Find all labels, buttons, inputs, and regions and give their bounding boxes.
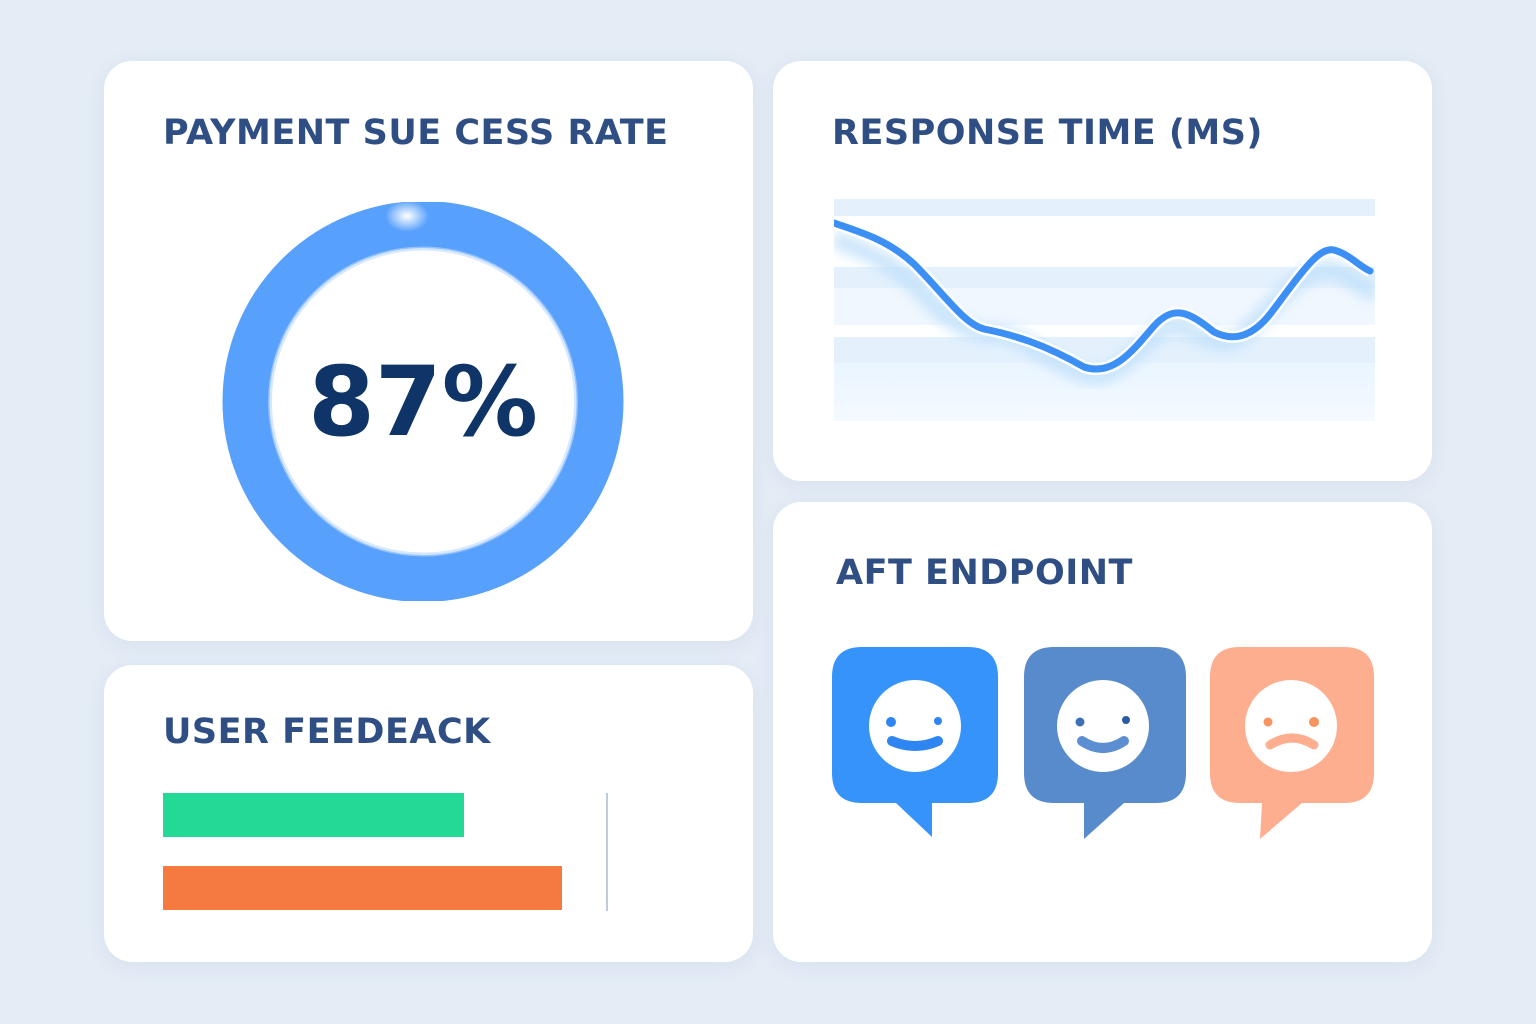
bar-axis-line — [606, 793, 608, 911]
user-feedback-card: USER FEEDEACK — [104, 665, 753, 962]
sad-face-bubble-icon — [1210, 647, 1380, 847]
payment-success-title: PAYMENT SUE CESS RATE — [163, 113, 669, 153]
payment-success-card: PAYMENT SUE CESS RATE 87% — [104, 61, 753, 641]
smile-face-bubble-icon — [1024, 647, 1194, 847]
response-time-title: RESPONSE TIME (MS) — [832, 113, 1263, 153]
success-rate-value: 87% — [308, 345, 538, 458]
success-rate-gauge: 87% — [221, 200, 625, 602]
endpoint-title: AFT ENDPOINT — [836, 553, 1133, 593]
response-time-line-chart — [830, 199, 1380, 421]
endpoint-card: AFT ENDPOINT — [773, 502, 1432, 962]
happy-face-bubble-icon — [832, 647, 1002, 847]
user-feedback-title: USER FEEDEACK — [163, 712, 491, 752]
negative-feedback-bar — [163, 866, 562, 910]
response-time-card: RESPONSE TIME (MS) — [773, 61, 1432, 481]
positive-feedback-bar — [163, 793, 464, 837]
